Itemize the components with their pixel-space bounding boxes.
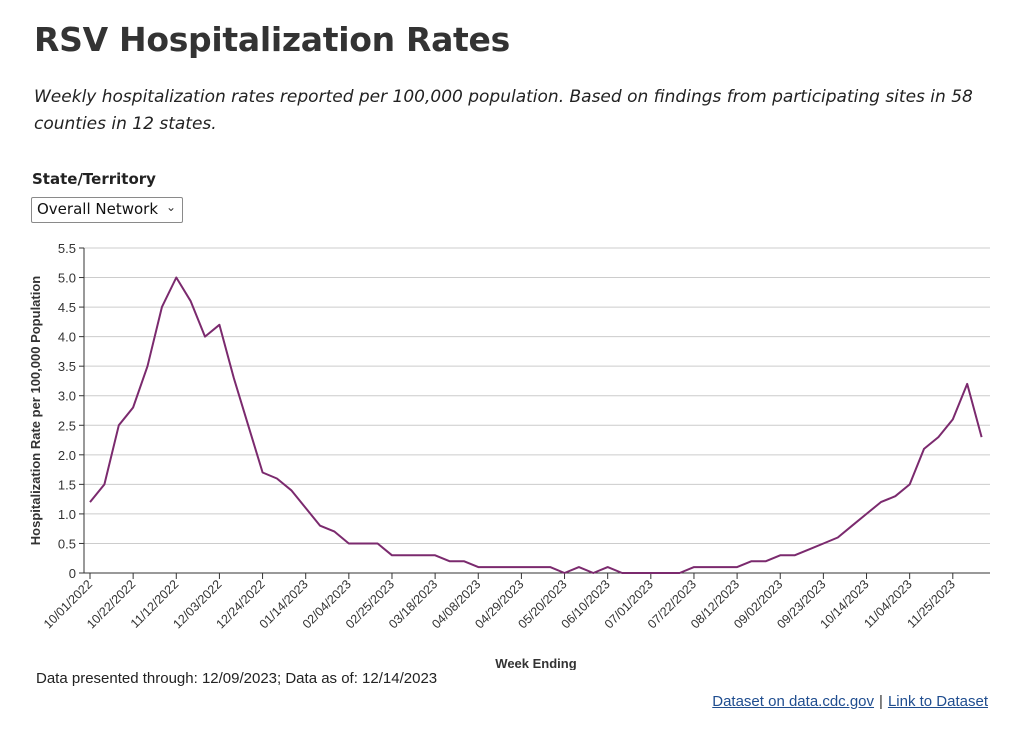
data-footnote: Data presented through: 12/09/2023; Data… (36, 670, 438, 687)
y-tick-label: 3.0 (58, 389, 76, 404)
y-tick-label: 5.5 (58, 241, 76, 256)
y-tick-label: 3.5 (58, 359, 76, 374)
state-select-value: Overall Network (37, 200, 159, 218)
hospitalization-line-chart: 00.51.01.52.02.53.03.54.04.55.05.510/01/… (28, 241, 990, 670)
y-tick-label: 0.5 (58, 536, 76, 551)
y-tick-label: 1.0 (58, 507, 76, 522)
series-line (89, 276, 983, 574)
y-tick-label: 2.5 (58, 418, 76, 433)
state-territory-select[interactable]: Overall Network ⌄ (31, 197, 183, 223)
y-tick-label: 4.5 (58, 300, 76, 315)
x-axis-title: Week Ending (495, 656, 576, 670)
y-tick-label: 2.0 (58, 448, 76, 463)
state-filter-label: State/Territory (32, 170, 156, 188)
page-title: RSV Hospitalization Rates (34, 20, 510, 59)
y-tick-label: 0 (69, 566, 76, 581)
link-separator: | (879, 693, 883, 710)
y-tick-label: 5.0 (58, 271, 76, 286)
link-to-dataset[interactable]: Link to Dataset (887, 693, 988, 710)
y-axis-title: Hospitalization Rate per 100,000 Populat… (28, 276, 43, 546)
y-tick-label: 4.0 (58, 330, 76, 345)
y-tick-label: 1.5 (58, 477, 76, 492)
chevron-down-icon: ⌄ (165, 200, 176, 214)
dataset-link[interactable]: Dataset on data.cdc.gov (712, 693, 875, 710)
footer-links: Dataset on data.cdc.gov | Link to Dataset (712, 693, 988, 710)
page-subtitle: Weekly hospitalization rates reported pe… (34, 87, 973, 134)
